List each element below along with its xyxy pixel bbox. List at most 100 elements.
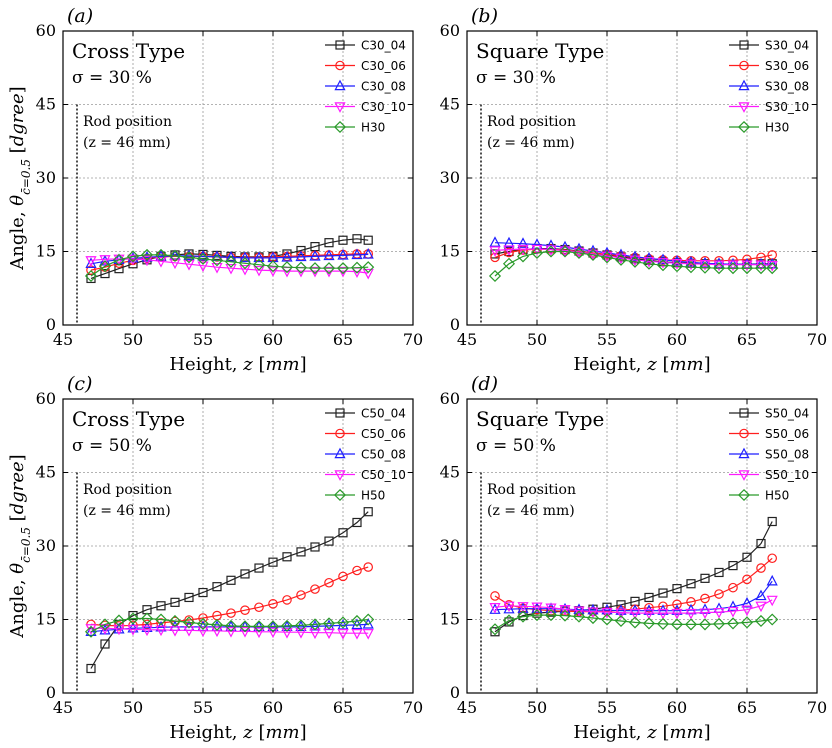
chart-panel-a: 45 50 55 60 65 70 0 15 30 45 60 (a) Cross Type σ = 30… <box>7 5 423 375</box>
legend-marker <box>333 488 347 502</box>
data-point <box>182 616 196 629</box>
x-tick-label: 65 <box>737 330 757 349</box>
data-point <box>126 250 140 263</box>
data-point <box>210 618 224 631</box>
data-point <box>586 611 600 625</box>
y-tick-label: 60 <box>440 389 460 408</box>
legend-marker <box>334 102 346 113</box>
x-tick-label: 60 <box>263 330 283 349</box>
data-point <box>756 563 766 573</box>
data-point <box>726 262 740 275</box>
data-point <box>309 250 321 261</box>
legend: S50_04 S50_06 S50_08 S50_10 H50 <box>729 407 809 503</box>
data-point <box>224 619 238 632</box>
data-point <box>308 262 322 275</box>
data-point <box>126 612 140 625</box>
data-point <box>294 261 308 274</box>
legend-marker <box>737 488 751 502</box>
series-H50 <box>488 609 779 636</box>
data-point <box>503 602 515 614</box>
sigma-label: σ = 30 % <box>72 68 152 88</box>
data-point <box>168 249 182 262</box>
series-line-C50_08 <box>90 623 369 633</box>
y-tick-label: 45 <box>36 95 56 114</box>
series-S50_10 <box>489 595 778 620</box>
data-point <box>183 260 195 271</box>
data-point <box>727 606 739 618</box>
data-point <box>586 248 600 261</box>
data-point <box>658 588 668 598</box>
x-tick-label: 55 <box>597 330 617 349</box>
legend-marker <box>335 40 345 50</box>
data-point <box>226 608 236 618</box>
data-point <box>685 255 697 267</box>
data-point <box>100 639 110 649</box>
data-point <box>727 600 739 611</box>
data-point <box>670 618 684 631</box>
series-line-C50_04 <box>90 511 369 669</box>
rod-annotation: Rod position <box>83 114 172 130</box>
legend-label: S30_08 <box>765 80 809 94</box>
data-point <box>184 615 194 625</box>
data-point <box>602 249 612 260</box>
data-point <box>99 255 111 266</box>
data-point <box>573 606 585 618</box>
data-point <box>337 249 349 260</box>
data-point <box>362 248 374 259</box>
data-point <box>295 250 307 262</box>
data-point <box>337 629 349 640</box>
data-point <box>531 602 543 614</box>
rod-annotation: Rod position <box>487 482 576 498</box>
data-point <box>643 257 655 268</box>
y-tick-label: 15 <box>440 242 460 261</box>
data-point <box>488 623 502 636</box>
data-point <box>699 608 711 620</box>
x-tick-label: 70 <box>403 330 423 349</box>
data-point <box>713 257 725 268</box>
x-axis-label: Height, z [mm] <box>573 354 710 375</box>
plot-frame <box>62 398 414 694</box>
data-point <box>490 627 500 637</box>
x-tick-label: 45 <box>457 698 477 717</box>
data-point <box>741 596 753 608</box>
data-point <box>699 256 711 268</box>
data-point <box>684 618 698 631</box>
x-tick-label: 50 <box>527 330 547 349</box>
panel-label: (d) <box>471 373 498 395</box>
chart-panel-d: 45 50 55 60 65 70 0 15 30 45 60 (d) Square Type σ = 5… <box>440 373 828 743</box>
data-point <box>240 605 250 615</box>
data-point <box>85 256 97 267</box>
data-point <box>767 553 777 564</box>
data-point <box>684 261 698 274</box>
y-tick-label: 15 <box>36 610 56 629</box>
legend-label: S30_06 <box>765 59 809 73</box>
y-tick-label: 45 <box>440 95 460 114</box>
x-axis-label: Height, z [mm] <box>169 722 306 743</box>
chart-title: Square Type <box>476 407 604 431</box>
legend-marker <box>738 102 750 113</box>
data-point <box>268 557 278 567</box>
data-point <box>544 245 558 258</box>
data-point <box>656 259 670 272</box>
x-tick-label: 45 <box>53 330 73 349</box>
data-point <box>127 625 139 636</box>
data-point <box>168 614 182 628</box>
data-point <box>489 236 501 247</box>
legend-marker <box>737 120 751 134</box>
data-point <box>322 617 336 630</box>
data-point <box>281 250 293 262</box>
legend-label: H50 <box>765 489 789 503</box>
data-point <box>502 257 516 270</box>
data-point <box>352 517 362 528</box>
data-point <box>714 567 724 578</box>
y-tick-label: 45 <box>36 463 56 482</box>
data-point <box>280 619 294 632</box>
data-point <box>350 614 364 628</box>
data-point <box>766 595 778 607</box>
rod-annotation-z: (z = 46 mm) <box>83 503 171 519</box>
data-point <box>741 605 753 617</box>
data-point <box>490 252 500 263</box>
data-point <box>225 250 237 262</box>
data-point <box>362 629 374 640</box>
data-point <box>295 628 307 639</box>
